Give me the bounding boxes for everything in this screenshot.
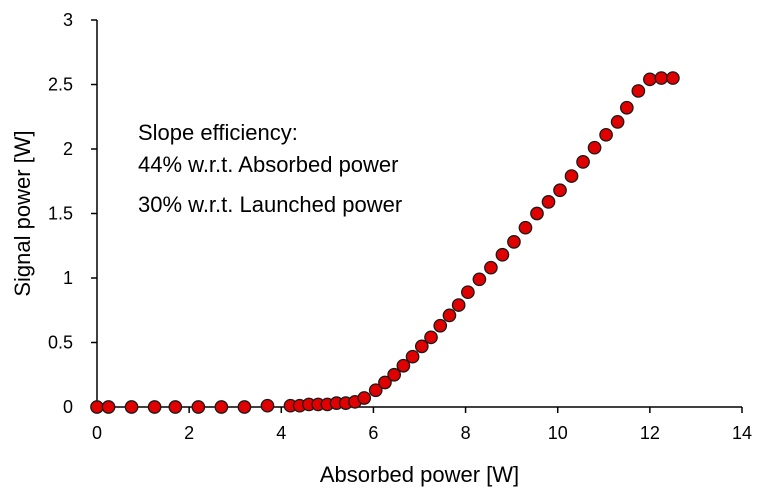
annotation-line-absorbed: 44% w.r.t. Absorbed power: [138, 152, 399, 177]
data-point: [405, 349, 420, 364]
y-tick-label: 1: [63, 268, 73, 288]
x-tick-label: 8: [461, 423, 471, 443]
data-point: [214, 400, 229, 414]
data-point: [666, 71, 680, 85]
y-tick-label: 0: [63, 397, 73, 417]
y-tick-label: 3: [63, 10, 73, 30]
x-axis-title: Absorbed power [W]: [320, 462, 519, 487]
y-tick-label: 0.5: [48, 333, 73, 353]
data-point: [260, 398, 275, 413]
y-tick-label: 2.5: [48, 75, 73, 95]
x-tick-label: 2: [184, 423, 194, 443]
x-tick-label: 4: [276, 423, 286, 443]
data-point: [599, 127, 613, 142]
data-point: [484, 260, 498, 275]
data-point: [451, 298, 466, 312]
data-points: [90, 71, 680, 414]
x-tick-label: 12: [640, 423, 660, 443]
data-point: [396, 358, 411, 373]
data-point: [124, 400, 139, 414]
x-tick-label: 6: [368, 423, 378, 443]
data-point: [541, 195, 556, 209]
data-point: [90, 400, 104, 414]
data-point: [147, 400, 162, 414]
x-ticks: 0 2 4 6 8 10 12 14: [92, 407, 752, 443]
annotation-line-launched: 30% w.r.t. Launched power: [138, 192, 402, 217]
data-point: [168, 400, 183, 414]
data-point: [610, 115, 625, 129]
data-point: [442, 308, 457, 323]
data-point: [564, 169, 579, 183]
data-point: [357, 391, 372, 405]
y-tick-label: 1.5: [48, 204, 73, 224]
data-point: [587, 140, 602, 155]
x-tick-label: 14: [732, 423, 752, 443]
annotation-line-heading: Slope efficiency:: [138, 120, 298, 145]
data-point: [530, 206, 544, 221]
data-point: [433, 318, 448, 333]
y-axis-title: Signal power [W]: [10, 130, 35, 296]
data-point: [368, 383, 383, 398]
x-tick-label: 10: [548, 423, 568, 443]
data-point: [424, 330, 438, 345]
data-point: [631, 84, 646, 98]
data-point: [191, 400, 206, 414]
data-point: [387, 367, 402, 382]
x-tick-label: 0: [92, 423, 102, 443]
data-point: [553, 183, 567, 198]
data-point: [495, 247, 510, 262]
data-point: [518, 220, 533, 235]
data-point: [414, 339, 429, 354]
data-point: [643, 72, 657, 87]
data-point: [576, 155, 590, 169]
data-point: [378, 375, 392, 390]
slope-efficiency-annotation: Slope efficiency: 44% w.r.t. Absorbed po…: [138, 120, 402, 217]
data-point: [619, 100, 634, 115]
data-point: [472, 272, 487, 287]
data-point: [101, 400, 116, 414]
y-tick-label: 2: [63, 139, 73, 159]
data-point: [461, 285, 475, 300]
data-point: [507, 235, 521, 249]
data-point: [237, 400, 252, 414]
data-point: [654, 71, 669, 85]
y-ticks: 0 0.5 1 1.5 2 2.5 3: [48, 10, 97, 417]
